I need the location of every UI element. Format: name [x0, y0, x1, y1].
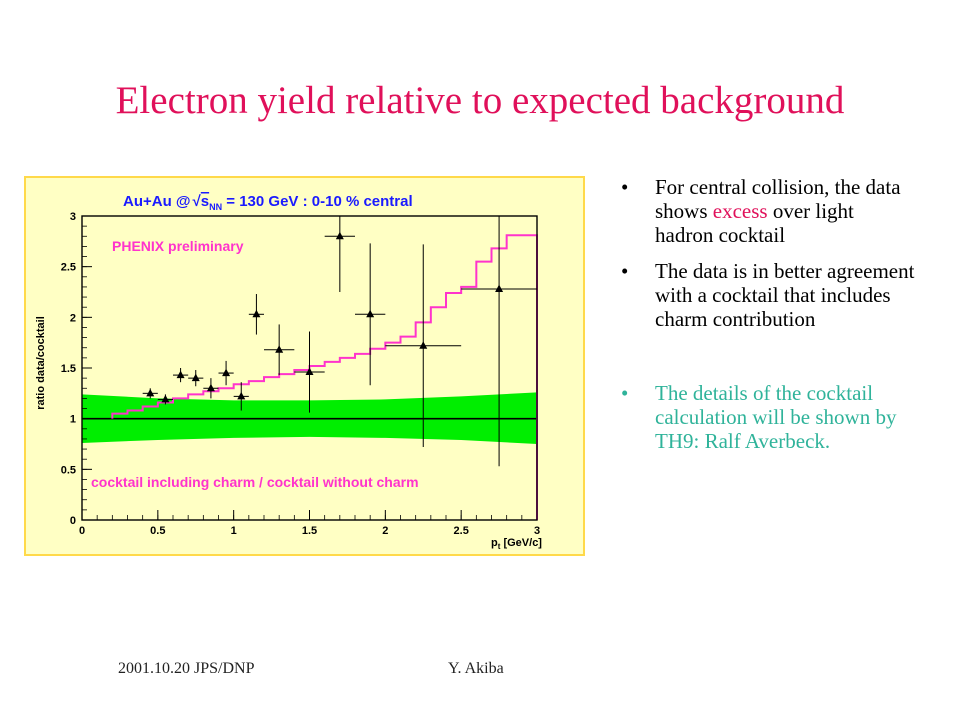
bullet-text-post: over light hadron cocktail	[655, 199, 854, 247]
x-tick-label: 2.5	[454, 525, 469, 537]
slide-title: Electron yield relative to expected back…	[115, 79, 845, 122]
x-tick-label: 1.5	[302, 525, 317, 537]
bullet-item-excess: • For central collision, the data shows e…	[615, 175, 915, 247]
plot-frame: Au+Au @ √sNN = 130 GeV : 0-10 % central r…	[24, 176, 585, 556]
data-point-marker	[275, 345, 284, 353]
x-axis-label: pt [GeV/c]	[491, 537, 542, 551]
bullet-list: • For central collision, the data shows e…	[615, 175, 915, 453]
data-point-marker	[335, 231, 344, 240]
y-tick-label: 1.5	[61, 363, 76, 375]
y-axis-label: ratio data/cocktail	[35, 316, 47, 410]
data-point-marker	[419, 341, 428, 349]
data-point	[264, 324, 295, 376]
footer-author: Y. Akiba	[448, 660, 504, 677]
data-point-marker	[252, 309, 261, 318]
data-point	[385, 244, 462, 448]
chart-title-prefix: Au+Au @	[123, 193, 191, 210]
x-axis-label-main: p	[491, 537, 498, 549]
y-tick-label: 2	[70, 312, 76, 324]
y-tick-label: 3	[70, 211, 76, 223]
chart: Au+Au @ √sNN = 130 GeV : 0-10 % central r…	[35, 193, 542, 551]
x-axis-label-sub: t	[498, 542, 501, 551]
data-point	[142, 388, 158, 399]
footer-date-venue: 2001.10.20 JPS/DNP	[118, 660, 255, 677]
bullet-highlight-excess: excess	[712, 199, 768, 223]
annotation-cocktail: cocktail including charm / cocktail with…	[91, 474, 419, 490]
data-point-marker	[191, 373, 200, 382]
chart-title-root: s	[201, 193, 209, 210]
x-tick-label: 0	[79, 525, 85, 537]
bullet-dot-icon: •	[621, 381, 629, 405]
y-tick-label: 1	[70, 414, 76, 426]
data-point	[233, 382, 249, 411]
sqrt-sign-icon: √	[193, 193, 202, 210]
chart-title: Au+Au @ √sNN = 130 GeV : 0-10 % central	[123, 193, 413, 212]
data-point-marker	[206, 383, 215, 392]
data-point-marker	[305, 367, 314, 376]
chart-title-suffix: = 130 GeV : 0-10 % central	[222, 193, 413, 210]
data-point	[157, 394, 173, 405]
data-point-marker	[176, 370, 185, 379]
y-tick-label: 0	[70, 515, 76, 527]
data-point-marker	[161, 394, 170, 403]
x-axis-label-unit: [GeV/c]	[500, 537, 542, 549]
data-point	[461, 216, 537, 467]
plot-area: 0 0.5 1 1.5 2 2.5 3 0 0.5 1 1.5 2 2.5 3	[61, 211, 540, 537]
bullet-text-details: The details of the cocktail calculation …	[655, 381, 897, 453]
bullet-dot-icon: •	[621, 175, 629, 199]
data-point	[188, 370, 204, 387]
x-tick-label: 0.5	[150, 525, 165, 537]
y-tick-label: 0.5	[61, 464, 76, 476]
x-tick-label: 2	[382, 525, 388, 537]
bullet-text-pre: For central collision, the data shows	[655, 175, 901, 223]
data-point	[324, 216, 355, 292]
bullet-dot-icon: •	[621, 259, 629, 283]
data-point-marker	[146, 388, 155, 397]
chart-title-sub: NN	[209, 202, 222, 212]
bullet-text-agreement: The data is in better agreement with a c…	[655, 259, 915, 331]
y-tick-label: 2.5	[61, 262, 76, 274]
x-tick-label: 3	[534, 525, 540, 537]
data-point	[294, 331, 325, 413]
annotation-preliminary: PHENIX preliminary	[112, 238, 244, 254]
data-point	[355, 243, 386, 386]
bullet-item-details: • The details of the cocktail calculation…	[615, 381, 915, 453]
data-point-marker	[222, 368, 231, 377]
data-point-marker	[495, 284, 504, 292]
data-point	[203, 378, 219, 399]
x-tick-label: 1	[231, 525, 237, 537]
data-point	[248, 294, 264, 335]
bullet-item-agreement: • The data is in better agreement with a …	[615, 259, 915, 331]
data-point-marker	[366, 309, 375, 318]
data-point	[173, 368, 189, 383]
data-point-marker	[237, 391, 246, 400]
data-point	[218, 360, 234, 386]
